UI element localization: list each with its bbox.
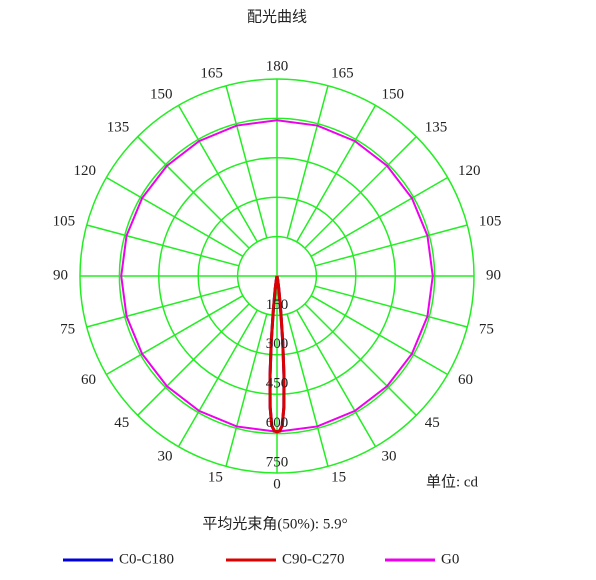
- curve: [268, 275, 286, 434]
- angle-tick-label: 75: [60, 322, 75, 338]
- grid-spoke: [314, 285, 468, 328]
- grid-spoke: [86, 285, 240, 328]
- angle-tick-label: 150: [382, 86, 405, 102]
- r-tick-label: 750: [266, 454, 289, 470]
- legend-label: G0: [441, 551, 459, 567]
- grid-spoke: [106, 295, 244, 376]
- angle-tick-label: 60: [81, 372, 96, 388]
- angle-tick-label: 45: [114, 415, 129, 431]
- angle-tick-label: 30: [158, 448, 173, 464]
- angle-tick-label: 135: [425, 120, 448, 136]
- grid-spoke: [286, 85, 329, 239]
- r-tick-label: 150: [266, 297, 289, 313]
- grid-spoke: [225, 85, 268, 239]
- angle-tick-label: 120: [458, 163, 481, 179]
- curve: [120, 119, 434, 433]
- grid-spoke: [304, 136, 417, 249]
- angle-tick-label: 105: [53, 213, 76, 229]
- angle-tick-label: 135: [107, 120, 130, 136]
- angle-tick-label: 30: [382, 448, 397, 464]
- grid-spoke: [106, 176, 244, 257]
- grid-spoke: [304, 303, 417, 416]
- r-tick-label: 600: [266, 415, 289, 431]
- grid-spoke: [286, 313, 329, 467]
- angle-tick-label: 90: [486, 267, 501, 283]
- unit-label: 单位: cd: [426, 473, 479, 490]
- angle-tick-label: 0: [273, 476, 281, 492]
- grid-spoke: [137, 136, 250, 249]
- angle-tick-label: 60: [458, 372, 473, 388]
- r-tick-label: 450: [266, 376, 289, 392]
- chart-title: 配光曲线: [247, 8, 307, 25]
- grid-spoke: [86, 224, 240, 267]
- angle-tick-label: 120: [74, 163, 97, 179]
- grid-spoke: [177, 105, 258, 243]
- legend-label: C90-C270: [282, 551, 345, 567]
- angle-tick-label: 105: [479, 213, 502, 229]
- legend-label: C0-C180: [119, 551, 174, 567]
- grid-spoke: [310, 176, 448, 257]
- angle-tick-label: 75: [479, 322, 494, 338]
- grid-spoke: [296, 309, 377, 447]
- grid-spoke: [296, 105, 377, 243]
- grid-spoke: [137, 303, 250, 416]
- angle-tick-label: 150: [150, 86, 173, 102]
- grid-spoke: [177, 309, 258, 447]
- angle-tick-label: 165: [200, 66, 223, 82]
- annotation: 平均光束角(50%): 5.9°: [202, 515, 347, 532]
- angle-tick-label: 45: [425, 415, 440, 431]
- angle-tick-label: 165: [331, 66, 354, 82]
- r-tick-label: 300: [266, 336, 289, 352]
- angle-tick-label: 180: [266, 58, 289, 74]
- angle-tick-label: 90: [53, 267, 68, 283]
- angle-tick-label: 15: [208, 469, 223, 485]
- grid-spoke: [225, 313, 268, 467]
- angle-tick-label: 15: [331, 469, 346, 485]
- grid-spoke: [310, 295, 448, 376]
- grid-spoke: [314, 224, 468, 267]
